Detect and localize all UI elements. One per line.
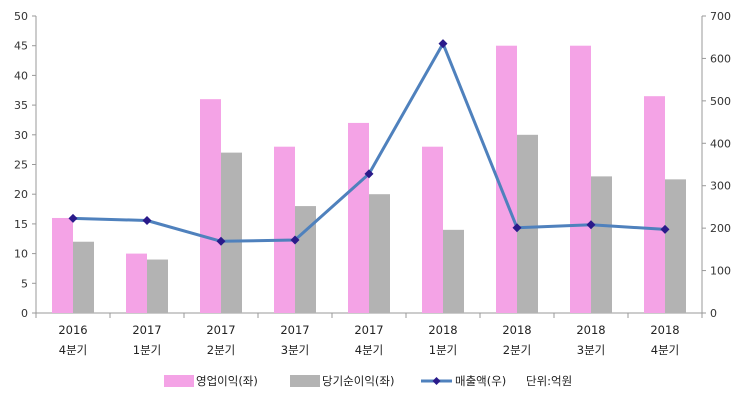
x-tick-label-quarter: 4분기 xyxy=(355,343,383,357)
legend-swatch-operating-profit xyxy=(164,375,194,387)
right-tick-label: 100 xyxy=(710,265,731,278)
legend-swatch-net-income xyxy=(290,375,320,387)
x-tick-label-quarter: 3분기 xyxy=(577,343,605,357)
left-tick-label: 45 xyxy=(14,40,28,53)
left-tick-label: 30 xyxy=(14,129,28,142)
left-tick-label: 10 xyxy=(14,248,28,261)
legend: 영업이익(좌) 당기순이익(좌) 매출액(우) 단위:억원 xyxy=(164,374,572,388)
x-tick-label-year: 2018 xyxy=(576,323,605,337)
right-tick-label: 0 xyxy=(710,307,717,320)
bar-operating-profit xyxy=(200,99,221,313)
x-tick-label-quarter: 2분기 xyxy=(503,343,531,357)
bar-operating-profit xyxy=(422,146,443,313)
right-tick-label: 700 xyxy=(710,10,731,23)
legend-label-net-income: 당기순이익(좌) xyxy=(322,374,394,388)
legend-label-revenue: 매출액(우) xyxy=(455,374,506,388)
x-tick-label-quarter: 4분기 xyxy=(651,343,679,357)
bar-operating-profit xyxy=(644,96,665,313)
x-tick-label-year: 2017 xyxy=(354,323,383,337)
bar-series xyxy=(52,45,686,313)
right-tick-label: 500 xyxy=(710,95,731,108)
x-tick-label-year: 2017 xyxy=(280,323,309,337)
left-tick-label: 50 xyxy=(14,10,28,23)
revenue-point xyxy=(68,213,78,223)
unit-note: 단위:억원 xyxy=(526,374,572,388)
revenue-point xyxy=(290,235,300,245)
revenue-point xyxy=(364,169,374,179)
right-tick-label: 300 xyxy=(710,180,731,193)
bar-operating-profit xyxy=(348,122,369,313)
right-tick-label: 400 xyxy=(710,137,731,150)
x-tick-label-quarter: 1분기 xyxy=(133,343,161,357)
bar-operating-profit xyxy=(570,45,591,313)
bar-net-income xyxy=(443,229,464,313)
revenue-point xyxy=(216,236,226,246)
bar-net-income xyxy=(221,152,242,313)
left-tick-label: 35 xyxy=(14,99,28,112)
x-tick-label-quarter: 4분기 xyxy=(59,343,87,357)
x-tick-label-quarter: 3분기 xyxy=(281,343,309,357)
x-tick-label-quarter: 2분기 xyxy=(207,343,235,357)
bar-operating-profit xyxy=(126,253,147,313)
revenue-point xyxy=(142,216,152,226)
revenue-point xyxy=(660,224,670,234)
line-series xyxy=(68,39,670,246)
bar-net-income xyxy=(591,176,612,313)
bar-net-income xyxy=(517,134,538,313)
bar-net-income xyxy=(369,194,390,313)
revenue-point xyxy=(586,220,596,230)
x-tick-label-year: 2017 xyxy=(206,323,235,337)
bar-net-income xyxy=(665,179,686,313)
legend-label-operating-profit: 영업이익(좌) xyxy=(196,374,258,388)
revenue-point xyxy=(438,39,448,49)
left-tick-label: 20 xyxy=(14,188,28,201)
left-tick-label: 25 xyxy=(14,159,28,172)
x-tick-label-year: 2016 xyxy=(58,323,87,337)
bar-operating-profit xyxy=(52,217,73,313)
x-tick-label-year: 2018 xyxy=(502,323,531,337)
bar-net-income xyxy=(147,259,168,313)
bar-net-income xyxy=(73,241,94,313)
left-tick-label: 15 xyxy=(14,218,28,231)
left-tick-label: 0 xyxy=(21,307,28,320)
right-tick-label: 600 xyxy=(710,52,731,65)
bar-net-income xyxy=(295,206,316,313)
left-tick-label: 40 xyxy=(14,69,28,82)
x-tick-label-year: 2018 xyxy=(428,323,457,337)
bar-operating-profit xyxy=(274,146,295,313)
tick-labels: 0510152025303540455001002003004005006007… xyxy=(14,10,731,357)
x-tick-label-year: 2017 xyxy=(132,323,161,337)
right-tick-label: 200 xyxy=(710,222,731,235)
legend-marker-revenue xyxy=(432,377,441,385)
left-tick-label: 5 xyxy=(21,277,28,290)
bar-operating-profit xyxy=(496,45,517,313)
x-tick-label-year: 2018 xyxy=(650,323,679,337)
x-tick-label-quarter: 1분기 xyxy=(429,343,457,357)
revenue-point xyxy=(512,223,522,233)
